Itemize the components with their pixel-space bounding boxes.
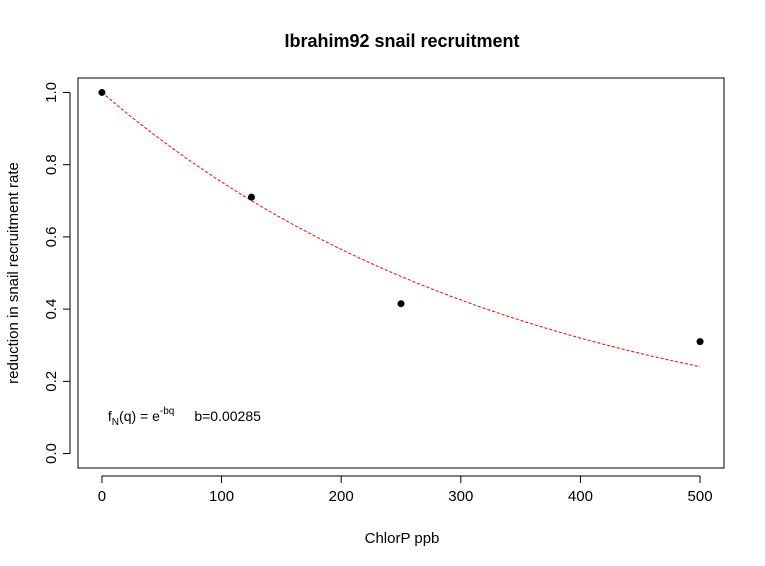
- annotation-param: b=0.00285: [194, 408, 261, 424]
- y-tick-label: 0.6: [43, 226, 60, 247]
- annotation-superscript: -bq: [160, 406, 174, 417]
- data-point: [98, 88, 106, 96]
- plot-frame: [77, 77, 725, 469]
- x-tick-label: 300: [448, 488, 473, 505]
- data-point: [696, 338, 704, 346]
- data-point: [397, 300, 405, 308]
- annotation-f: f: [108, 408, 112, 424]
- y-tick-label: 1.0: [43, 82, 60, 103]
- fit-curve: [101, 92, 701, 368]
- y-tick-label: 0.4: [43, 299, 60, 320]
- annotation-subscript: N: [112, 417, 119, 428]
- x-axis-label: ChlorP ppb: [365, 530, 440, 547]
- data-points: [98, 88, 704, 346]
- x-tick-label: 500: [688, 488, 713, 505]
- annotation-formula: (q) = e: [119, 408, 160, 424]
- x-tick-label: 200: [329, 488, 354, 505]
- y-axis: 0.0 0.2 0.4 0.6 0.8 1.0: [43, 82, 71, 464]
- data-point: [247, 193, 255, 201]
- x-tick-label: 100: [209, 488, 234, 505]
- y-tick-label: 0.8: [43, 154, 60, 175]
- x-tick-label: 0: [98, 488, 106, 505]
- x-axis: 0 100 200 300 400 500: [98, 475, 713, 505]
- y-tick-label: 0.0: [43, 443, 60, 464]
- y-axis-label: reduction in snail recruitment rate: [5, 162, 22, 384]
- chart-title: Ibrahim92 snail recruitment: [284, 31, 519, 51]
- x-tick-label: 400: [568, 488, 593, 505]
- fit-equation-annotation: fN(q) = e-bq b=0.00285: [108, 406, 261, 428]
- y-tick-label: 0.2: [43, 371, 60, 392]
